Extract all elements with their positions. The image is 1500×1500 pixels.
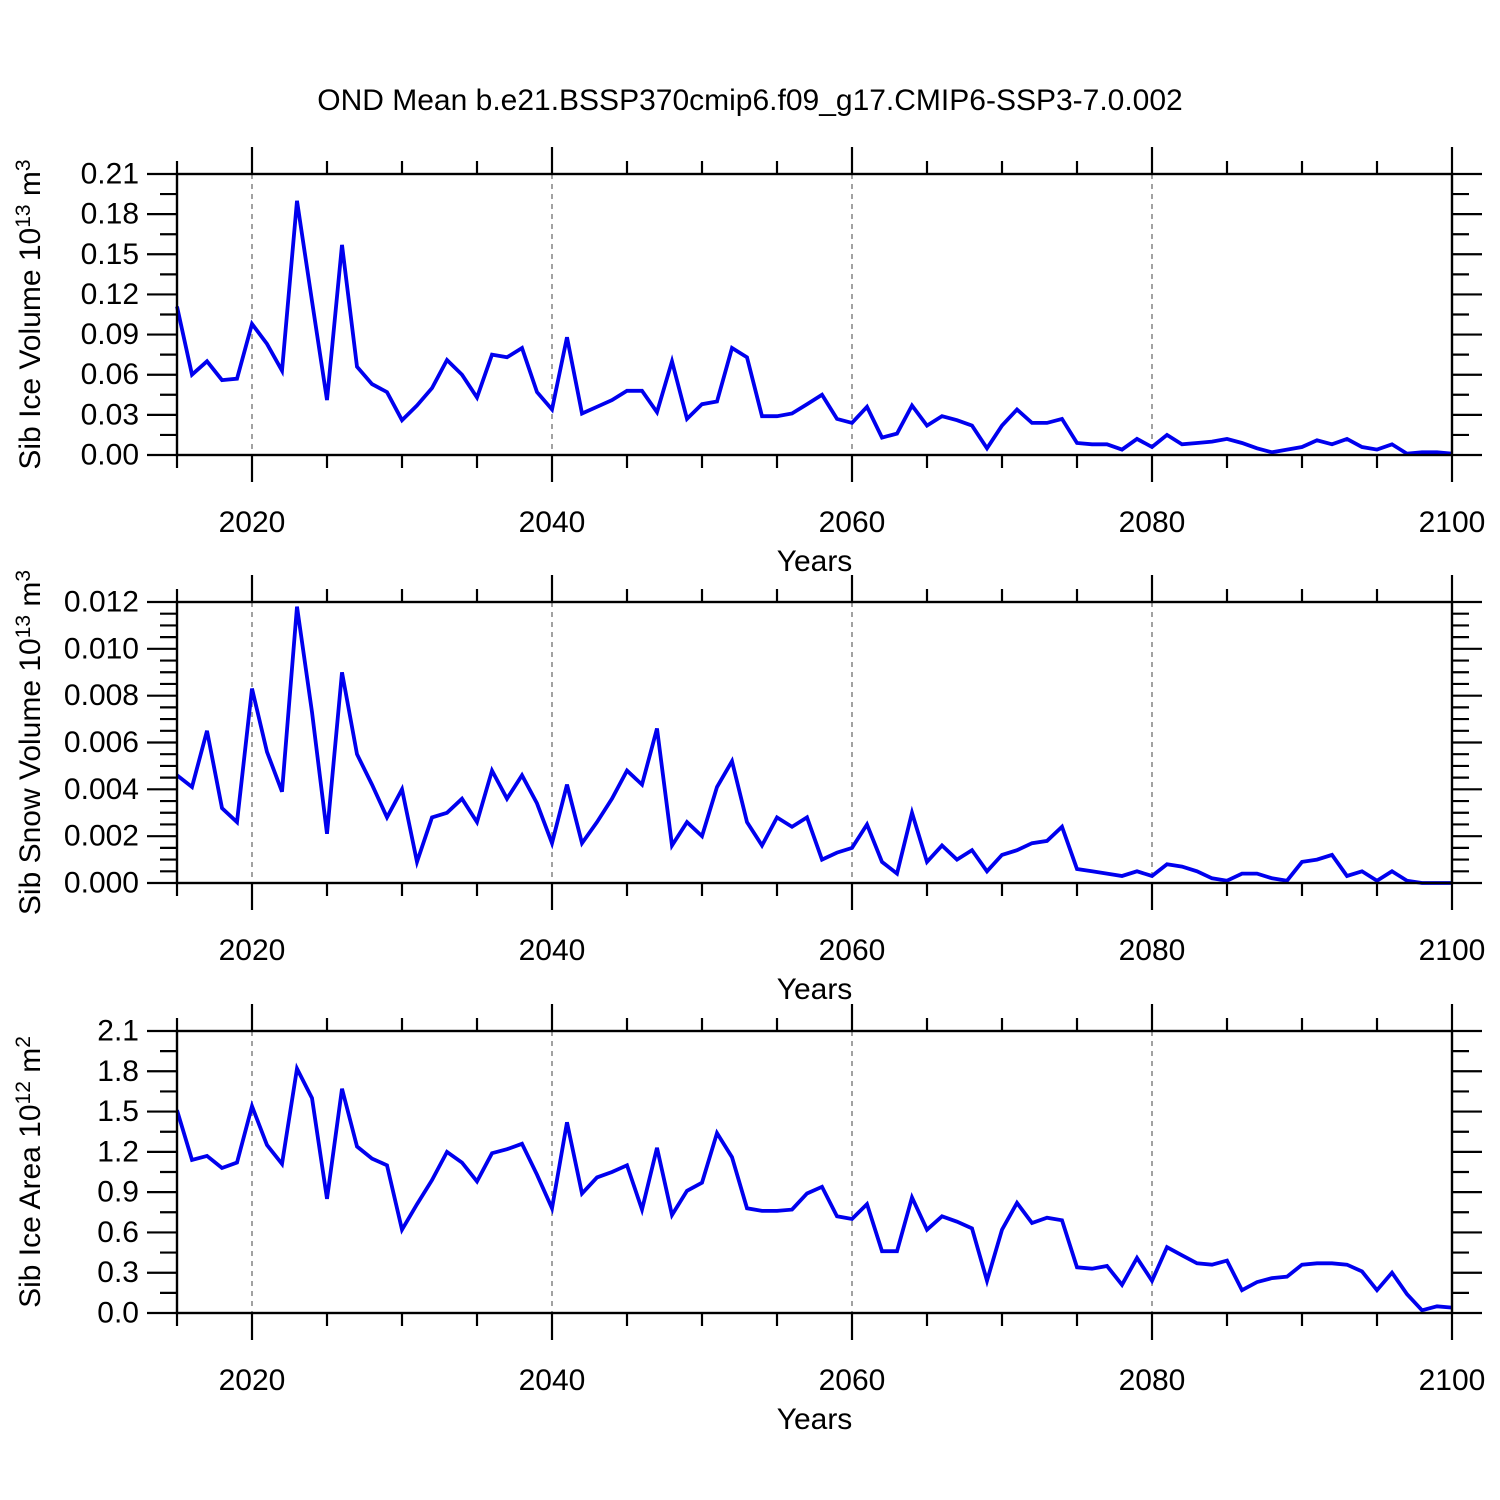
- y-tick-label: 0.6: [97, 1216, 139, 1249]
- y-tick-label: 0.0: [97, 1297, 139, 1330]
- x-tick-label: 2060: [819, 506, 886, 539]
- y-tick-label: 0.002: [64, 820, 139, 853]
- y-tick-label: 0.006: [64, 726, 139, 759]
- panel-sib-snow-volume: 2020 2040 2060 2080 2100 Years 0.000 0.002 0.004…: [12, 570, 1485, 1006]
- y-tick-label: 1.5: [97, 1095, 139, 1128]
- panel-sib-ice-area: 2020 2040 2060 2080 2100 Years 0.0 0.3 0.6 0.9 1.2…: [12, 1004, 1485, 1436]
- panel-sib-ice-volume: 2020 2040 2060 2080 2100 Years 0.00 0.03 0.06 0.0…: [12, 147, 1485, 578]
- y-tick-label: 0.012: [64, 586, 139, 619]
- x-tick-label: 2100: [1419, 1364, 1486, 1397]
- x-tick-label: 2040: [519, 1364, 586, 1397]
- y-tick-label: 0.18: [81, 198, 139, 231]
- y-tick-label: 1.2: [97, 1135, 139, 1168]
- x-tick-label: 2040: [519, 934, 586, 967]
- x-tick-label: 2040: [519, 506, 586, 539]
- x-tick-label: 2080: [1119, 506, 1186, 539]
- figure-title: OND Mean b.e21.BSSP370cmip6.f09_g17.CMIP…: [317, 84, 1183, 117]
- x-axis-title: Years: [777, 545, 853, 578]
- x-tick-label: 2080: [1119, 1364, 1186, 1397]
- y-tick-label: 0.008: [64, 679, 139, 712]
- x-tick-label: 2060: [819, 1364, 886, 1397]
- data-line-sib-ice-area: [175, 1062, 1453, 1313]
- x-tick-label: 2060: [819, 934, 886, 967]
- x-axis-title: Years: [777, 973, 853, 1006]
- y-tick-label: 0.9: [97, 1176, 139, 1209]
- x-axis-title: Years: [777, 1403, 853, 1436]
- plot-border: [175, 172, 1454, 457]
- x-tick-label: 2020: [219, 934, 286, 967]
- data-line-sib-ice-volume: [175, 200, 1453, 456]
- x-tick-label: 2020: [219, 506, 286, 539]
- data-line-sib-snow-volume: [175, 606, 1452, 885]
- y-tick-label: 0.03: [81, 398, 139, 431]
- y-tick-label: 0.09: [81, 318, 139, 351]
- y-tick-label: 0.3: [97, 1256, 139, 1289]
- y-tick-label: 0.004: [64, 773, 139, 806]
- y-axis-title-sib-snow-volume: Sib Snow Volume 1013 m3: [12, 570, 47, 915]
- x-tick-label: 2080: [1119, 934, 1186, 967]
- y-tick-label: 0.000: [64, 867, 139, 900]
- y-tick-label: 0.06: [81, 358, 139, 391]
- y-tick-label: 2.1: [97, 1015, 139, 1048]
- x-tick-label: 2100: [1419, 506, 1486, 539]
- y-tick-label: 0.12: [81, 278, 139, 311]
- x-tick-label: 2020: [219, 1364, 286, 1397]
- y-tick-label: 0.010: [64, 632, 139, 665]
- plot-border: [175, 1029, 1454, 1315]
- y-tick-label: 0.00: [81, 439, 139, 472]
- x-tick-label: 2100: [1419, 934, 1486, 967]
- y-axis-title-sib-ice-volume: Sib Ice Volume 1013 m3: [12, 159, 47, 469]
- y-tick-label: 0.15: [81, 238, 139, 271]
- y-tick-label: 0.21: [81, 158, 139, 191]
- y-axis-title-sib-ice-area: Sib Ice Area 1012 m2: [12, 1036, 47, 1308]
- y-tick-label: 1.8: [97, 1055, 139, 1088]
